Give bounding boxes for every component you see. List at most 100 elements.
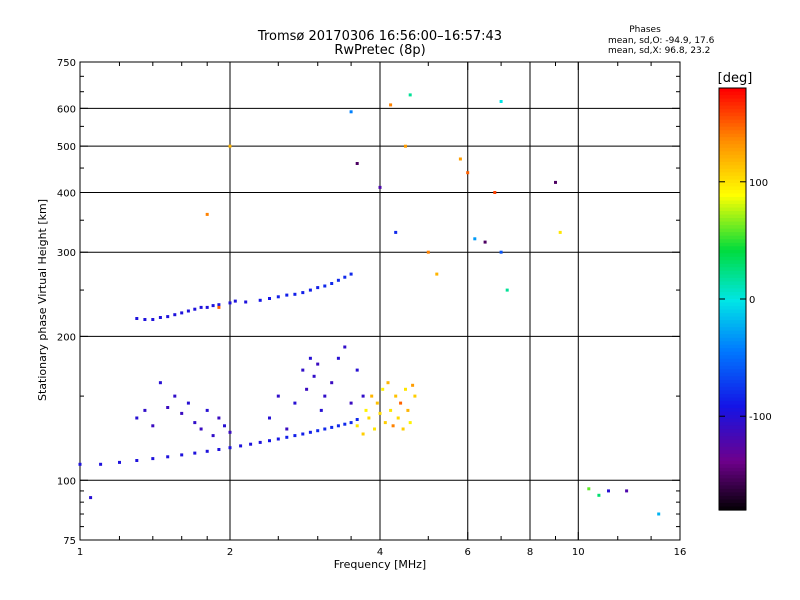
colorbar-band	[719, 327, 746, 332]
colorbar-band	[719, 481, 746, 486]
data-point	[364, 408, 368, 412]
data-point	[336, 424, 340, 428]
colorbar-band	[719, 232, 746, 237]
colorbar-band	[719, 172, 746, 177]
data-point	[336, 356, 340, 360]
data-point	[378, 411, 382, 415]
colorbar-band	[719, 133, 746, 138]
chart-title: Tromsø 20170306 16:56:00–16:57:43	[257, 29, 502, 44]
data-point	[367, 416, 371, 420]
colorbar-band	[719, 267, 746, 272]
data-point	[587, 487, 591, 491]
data-point	[330, 282, 334, 285]
data-point	[285, 435, 289, 439]
data-point	[158, 381, 162, 385]
data-point	[293, 401, 297, 405]
colorbar-band	[719, 348, 746, 353]
data-point	[285, 293, 289, 297]
data-point	[293, 292, 297, 296]
data-point	[228, 301, 232, 305]
colorbar-band	[719, 344, 746, 349]
colorbar-band	[719, 109, 746, 114]
data-point	[193, 421, 197, 425]
data-point	[285, 427, 289, 431]
colorbar-band	[719, 147, 746, 152]
data-point	[343, 422, 347, 426]
colorbar-band	[719, 295, 746, 300]
y-tick-label: 600	[57, 104, 76, 115]
data-point	[301, 432, 305, 436]
data-point	[391, 424, 395, 428]
colorbar-tick-label: -100	[749, 412, 772, 423]
colorbar-band	[719, 161, 746, 166]
colorbar-band	[719, 316, 746, 321]
data-point	[166, 406, 170, 409]
data-point	[383, 421, 387, 425]
data-point	[316, 286, 320, 290]
data-point	[205, 449, 209, 453]
data-point	[473, 237, 477, 241]
colorbar-band	[719, 154, 746, 159]
data-point	[349, 421, 353, 425]
data-point	[173, 394, 177, 398]
data-point	[319, 408, 323, 412]
plot-area: 1 2 4 6 8 10 16 75 100 200 300 400 500 600 750	[57, 58, 686, 558]
data-point	[657, 512, 661, 516]
data-point	[404, 387, 407, 391]
colorbar-band	[719, 432, 746, 437]
y-tick-label: 400	[57, 188, 76, 199]
colorbar-band	[719, 288, 746, 293]
data-point	[228, 430, 232, 434]
data-point	[99, 462, 103, 466]
colorbar-band	[719, 126, 746, 131]
colorbar-band	[719, 362, 746, 367]
x-tick-label: 6	[465, 547, 471, 558]
data-point	[180, 411, 184, 415]
data-point	[343, 275, 347, 279]
colorbar-band	[719, 460, 746, 465]
x-tick-label: 1	[77, 547, 83, 558]
data-point	[349, 272, 353, 276]
colorbar-band	[719, 341, 746, 346]
data-point	[554, 180, 557, 184]
y-tick-label: 500	[57, 142, 76, 153]
colorbar-band	[719, 98, 746, 103]
colorbar-band	[719, 197, 746, 202]
data-point	[308, 430, 312, 434]
data-point	[268, 439, 271, 443]
colorbar-band	[719, 422, 746, 427]
data-point	[228, 144, 232, 148]
colorbar-band	[719, 193, 746, 198]
colorbar-band	[719, 256, 746, 261]
colorbar-band	[719, 260, 746, 265]
data-point	[166, 455, 170, 459]
colorbar-band	[719, 323, 746, 328]
colorbar-band	[719, 225, 746, 230]
data-point	[426, 250, 430, 254]
data-point	[381, 387, 385, 391]
data-point	[223, 424, 226, 428]
data-point	[330, 381, 334, 385]
data-point	[151, 424, 155, 428]
data-point	[293, 434, 297, 438]
colorbar-band	[719, 123, 746, 128]
colorbar-band	[719, 151, 746, 156]
data-point	[180, 311, 184, 315]
colorbar-band	[719, 393, 746, 399]
stats-heading: Phases	[629, 25, 661, 35]
colorbar-tick-label: 0	[749, 295, 755, 306]
data-point	[244, 300, 248, 304]
colorbar-band	[719, 488, 746, 494]
colorbar-band	[719, 168, 746, 173]
data-point	[308, 356, 312, 360]
data-point	[373, 427, 376, 431]
colorbar-band	[719, 313, 746, 318]
data-point	[349, 401, 353, 405]
data-point	[276, 295, 280, 299]
data-point	[217, 305, 221, 309]
data-point	[493, 191, 497, 194]
colorbar-band	[719, 365, 746, 370]
colorbar-band	[719, 186, 746, 191]
colorbar-band	[719, 207, 746, 212]
data-point	[466, 171, 470, 175]
